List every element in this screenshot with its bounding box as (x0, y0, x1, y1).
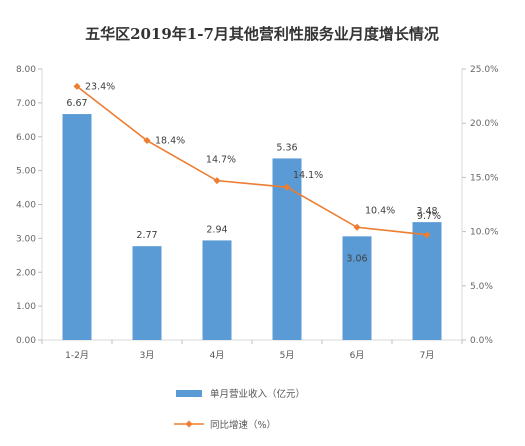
legend: 单月营业收入（亿元） 同比增速（%） (174, 388, 305, 431)
bar (412, 222, 442, 340)
bar (62, 114, 92, 341)
x-tick-label: 1-2月 (65, 350, 89, 361)
bar-data-label: 3.06 (346, 253, 367, 264)
axes: 0.00 1.00 2.00 3.00 4.00 5.00 6.00 7.00 8.00 0.0%… (16, 65, 499, 361)
line-data-label: 14.1% (293, 170, 323, 181)
left-tick-label: 2.00 (16, 268, 36, 278)
line-point (213, 177, 221, 185)
left-tick-label: 1.00 (16, 302, 36, 312)
bar-data-label: 6.67 (66, 98, 87, 109)
line-point (423, 231, 431, 239)
x-tick-label: 3月 (140, 350, 155, 361)
bar-series (62, 114, 442, 341)
left-tick-label: 3.00 (16, 234, 36, 244)
x-tick-label: 6月 (350, 350, 365, 361)
bar (202, 240, 232, 340)
left-tick-label: 4.00 (16, 201, 36, 211)
bar (342, 236, 372, 340)
x-tick-label: 7月 (420, 350, 435, 361)
bar-data-label: 3.48 (416, 206, 437, 217)
line-data-label: 18.4% (155, 136, 185, 147)
line-data-label: 10.4% (365, 205, 395, 216)
bar-data-label: 2.77 (136, 230, 157, 241)
right-tick-label: 20.0% (470, 119, 499, 129)
line-point (73, 82, 81, 90)
left-tick-label: 6.00 (16, 133, 36, 143)
bar (132, 246, 162, 340)
right-tick-label: 0.0% (470, 336, 493, 346)
bar-data-label: 5.36 (276, 142, 297, 153)
left-tick-label: 0.00 (16, 336, 36, 346)
x-tick-label: 4月 (210, 350, 225, 361)
data-labels: 6.67 2.77 2.94 5.36 3.06 3.48 23.4% 18.4% 14.7% 1… (66, 81, 441, 264)
line-point (353, 223, 361, 231)
legend-line-marker (185, 420, 193, 428)
right-tick-label: 5.0% (470, 282, 493, 292)
left-tick-label: 5.00 (16, 167, 36, 177)
right-tick-label: 25.0% (470, 65, 499, 75)
line-point (283, 183, 291, 191)
right-tick-label: 15.0% (470, 173, 499, 183)
line-data-label: 14.7% (206, 155, 236, 166)
right-tick-label: 10.0% (470, 228, 499, 238)
left-tick-label: 7.00 (16, 99, 36, 109)
legend-line-label: 同比增速（%） (210, 419, 276, 431)
line-path (76, 85, 428, 236)
line-point (143, 137, 151, 145)
x-tick-label: 5月 (280, 350, 295, 361)
legend-bar-label: 单月营业收入（亿元） (210, 388, 305, 400)
line-series (73, 82, 431, 239)
legend-bar-swatch (176, 390, 202, 397)
chart-title: 五华区2019年1-7月其他营利性服务业月度增长情况 (85, 25, 439, 43)
line-data-label: 9.7% (417, 211, 441, 222)
left-tick-label: 8.00 (16, 65, 36, 75)
line-data-label: 23.4% (85, 81, 115, 92)
bar-data-label: 2.94 (206, 224, 227, 235)
